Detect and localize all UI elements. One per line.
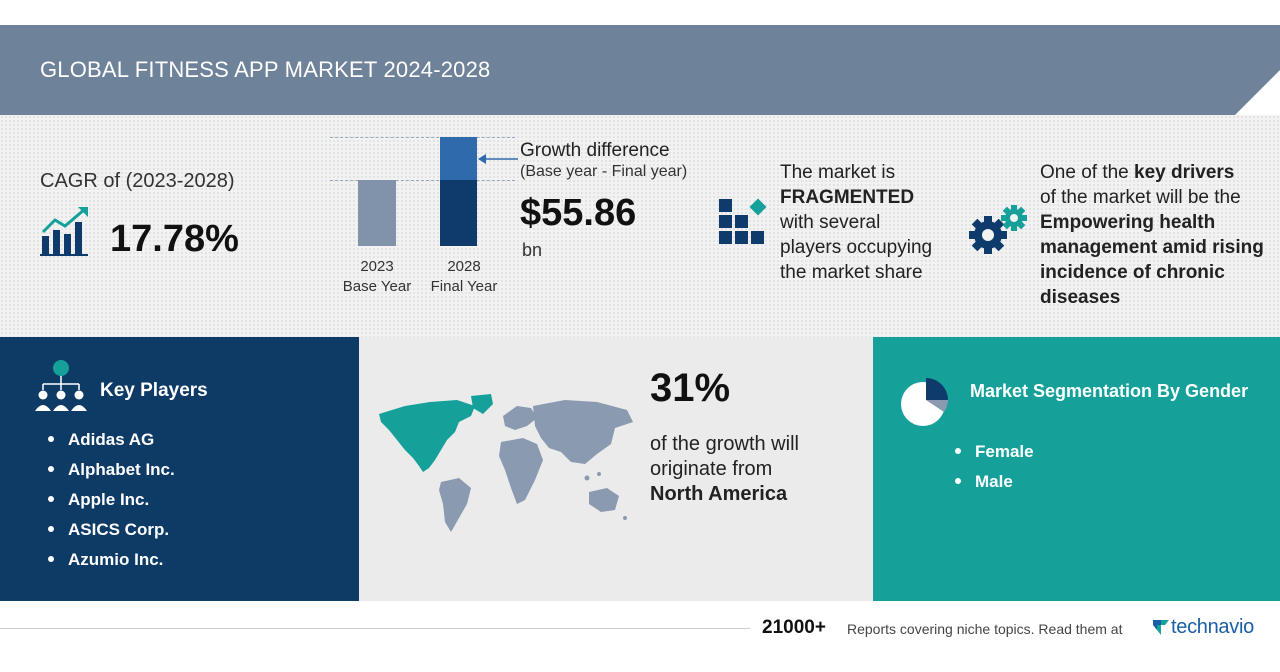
- region-growth-percent: 31%: [650, 366, 731, 410]
- segment-name: Male: [975, 472, 1013, 491]
- bar-base-sub-text: Base Year: [342, 278, 412, 295]
- report-count: 21000+: [762, 617, 826, 638]
- map-africa: [499, 438, 543, 504]
- key-players-title: Key Players: [100, 380, 208, 401]
- brand-name[interactable]: technavio: [1171, 616, 1254, 638]
- structure-line: The market is: [780, 162, 896, 183]
- list-item: Male: [955, 470, 1034, 500]
- segmentation-title: Market Segmentation By Gender: [970, 381, 1249, 401]
- driver-line: of the market will be the: [1040, 187, 1241, 208]
- technavio-logo[interactable]: [1152, 616, 1170, 636]
- segment-name: Female: [975, 442, 1034, 461]
- bar-base-year: [358, 180, 396, 246]
- structure-line: the market share: [780, 262, 923, 283]
- driver-intro: One of the: [1040, 162, 1135, 183]
- growth-subtitle: (Base year - Final year): [520, 163, 688, 180]
- page-title: GLOBAL FITNESS APP MARKET 2024-2028: [40, 57, 491, 82]
- key-players-panel: [0, 337, 359, 601]
- bullet-icon: [48, 525, 54, 532]
- structure-type: FRAGMENTED: [780, 187, 915, 208]
- list-item: Apple Inc.: [48, 488, 175, 518]
- bar-base-label: 2023 Base Year: [333, 257, 421, 297]
- structure-line: players occupying: [780, 237, 933, 258]
- map-south-america: [439, 478, 471, 532]
- market-structure-text: The market is FRAGMENTED with several pl…: [780, 160, 960, 285]
- player-name: ASICS Corp.: [68, 520, 170, 539]
- player-name: Alphabet Inc.: [68, 460, 175, 479]
- list-item: Female: [955, 440, 1034, 470]
- growth-value: $55.86: [520, 192, 637, 234]
- structure-line: with several: [780, 212, 881, 233]
- region-name: North America: [650, 483, 788, 505]
- bullet-icon: [955, 477, 961, 484]
- region-line: originate from: [650, 458, 773, 480]
- bullet-icon: [955, 447, 961, 454]
- summary-panel: [0, 115, 1280, 337]
- footer-divider: [0, 628, 750, 629]
- player-name: Azumio Inc.: [68, 550, 164, 569]
- footer-text: Reports covering niche topics. Read them…: [847, 621, 1123, 637]
- gears-icon: [969, 205, 1027, 254]
- bullet-icon: [48, 495, 54, 502]
- region-line: of the growth will: [650, 433, 799, 455]
- fragmented-blocks-icon: [719, 198, 767, 244]
- header-banner: [0, 25, 1280, 115]
- list-item: Adidas AG: [48, 428, 175, 458]
- key-players-list: Adidas AG Alphabet Inc. Apple Inc. ASICS…: [48, 428, 175, 578]
- segmentation-list: Female Male: [955, 440, 1034, 500]
- bar-final-year-text: 2028: [447, 258, 481, 275]
- map-north-america: [379, 400, 475, 472]
- cagr-label: CAGR of (2023-2028): [40, 170, 235, 192]
- key-driver-text: One of the key drivers of the market wil…: [1040, 160, 1270, 310]
- bar-base-year-text: 2023: [360, 258, 394, 275]
- pie-chart-icon: [901, 378, 948, 426]
- growth-title: Growth difference: [520, 140, 670, 161]
- region-panel: [359, 337, 873, 601]
- bullet-icon: [48, 555, 54, 562]
- driver-value: Empowering health management amid rising…: [1040, 212, 1264, 308]
- world-map: [379, 394, 633, 532]
- segmentation-panel: [873, 337, 1280, 601]
- bar-final-year-growth: [440, 137, 477, 180]
- player-name: Adidas AG: [68, 430, 155, 449]
- list-item: Alphabet Inc.: [48, 458, 175, 488]
- driver-emphasis: key drivers: [1134, 162, 1235, 183]
- map-australia: [589, 488, 619, 512]
- map-greenland: [471, 394, 493, 414]
- player-name: Apple Inc.: [68, 490, 150, 509]
- cagr-value: 17.78%: [110, 218, 239, 260]
- list-item: ASICS Corp.: [48, 518, 175, 548]
- people-network-icon: [35, 360, 87, 411]
- map-asia: [533, 400, 633, 464]
- bar-final-sub-text: Final Year: [430, 278, 498, 295]
- bar-final-year-base: [440, 180, 477, 246]
- growth-unit: bn: [522, 240, 543, 260]
- arrow-left-icon: [478, 154, 518, 164]
- region-growth-text: of the growth will originate from North …: [650, 432, 860, 507]
- bullet-icon: [48, 465, 54, 472]
- guide-line-base: [330, 180, 515, 181]
- bullet-icon: [48, 435, 54, 442]
- guide-line-top: [330, 137, 515, 138]
- map-europe: [503, 406, 537, 430]
- list-item: Azumio Inc.: [48, 548, 175, 578]
- bar-final-label: 2028 Final Year: [420, 257, 508, 297]
- bar-chart-growth-icon: [40, 207, 88, 256]
